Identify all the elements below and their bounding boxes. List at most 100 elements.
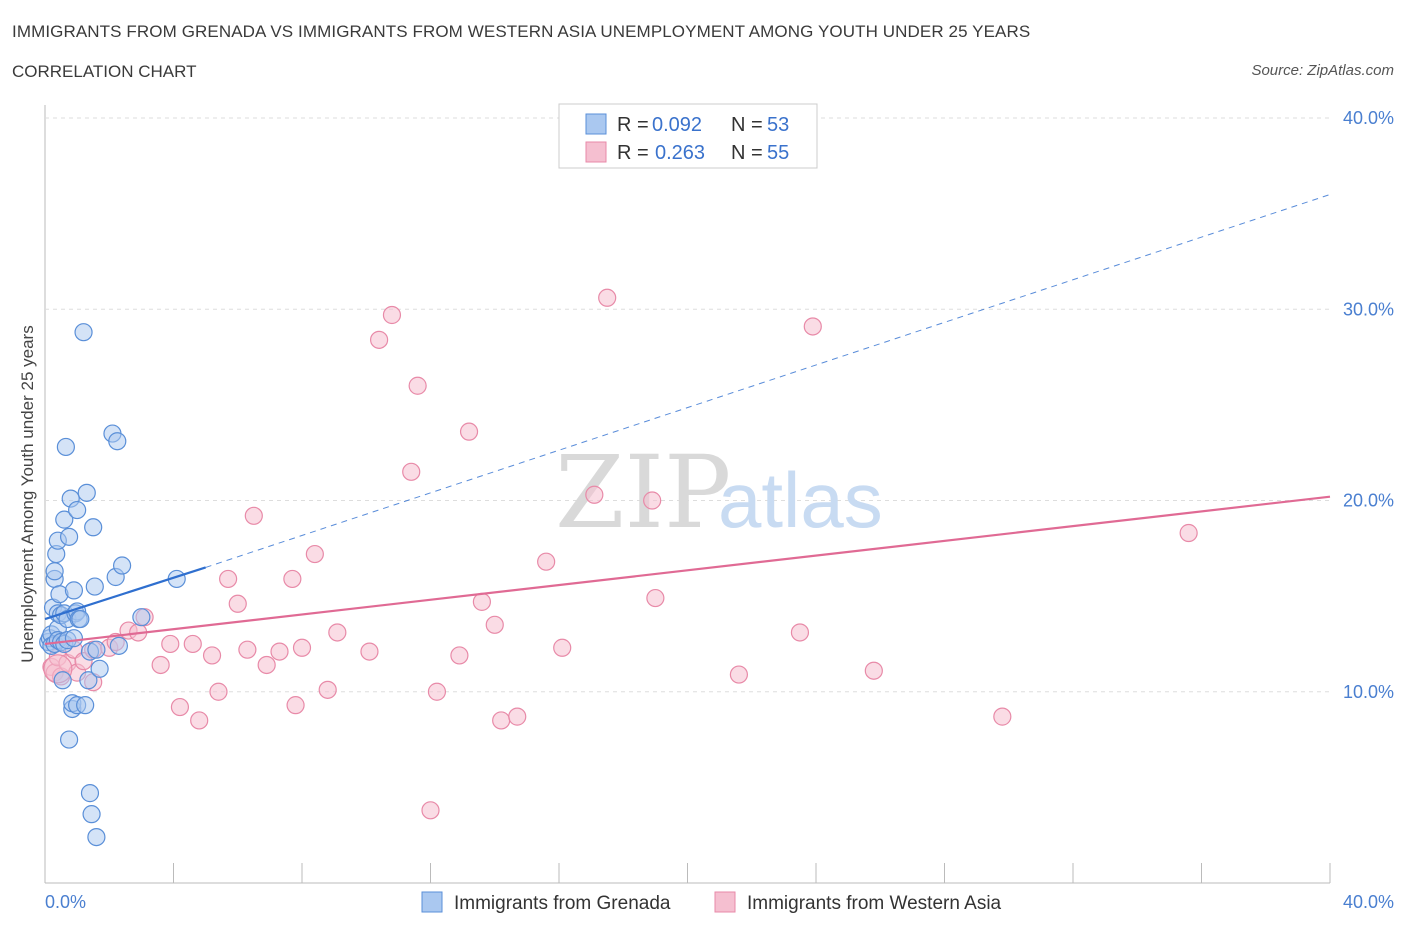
grenada-point-46 <box>87 640 106 659</box>
grenada-point-41 <box>80 784 100 803</box>
grenada-point-17 <box>55 510 74 529</box>
western-asia-point-52 <box>646 588 665 608</box>
grenada-point-53 <box>132 608 151 627</box>
western-asia-point-57 <box>993 707 1012 726</box>
western-asia-point-49 <box>585 485 604 504</box>
western-asia-point-47 <box>537 552 556 571</box>
trend-lines <box>44 194 1331 646</box>
western-asia-point-33 <box>328 623 347 642</box>
grenada-legend-swatch <box>585 113 607 135</box>
grenada-n-label: N = <box>731 114 763 136</box>
western-asia-point-28 <box>283 569 302 589</box>
western-asia-point-25 <box>238 640 257 659</box>
y-axis-tick-labels: 10.0% 20.0% 30.0% 40.0% <box>1343 108 1394 702</box>
bottom-legend-western-asia-swatch <box>714 891 736 913</box>
western-asia-point-29 <box>286 696 305 715</box>
western-asia-trend-line <box>44 495 1331 646</box>
grenada-point-45 <box>87 827 106 847</box>
grenada-point-51 <box>109 636 128 655</box>
western-asia-point-31 <box>305 544 324 564</box>
grenada-point-31 <box>68 500 87 520</box>
y-axis-title: Unemployment Among Youth under 25 years <box>18 325 37 662</box>
grenada-point-20 <box>56 437 75 457</box>
western-asia-point-39 <box>421 801 440 820</box>
grenada-point-39 <box>79 671 98 690</box>
grenada-point-50 <box>108 432 127 451</box>
grenada-point-44 <box>85 577 104 596</box>
grenada-point-35 <box>71 609 90 629</box>
stats-legend: R = 0.092 N = 53 R = 0.263 N = 55 <box>558 103 818 169</box>
y-tick-label-40: 40.0% <box>1343 108 1394 128</box>
western-asia-n-label: N = <box>731 142 763 164</box>
western-asia-point-27 <box>270 642 289 661</box>
bottom-legend-western-asia-label: Immigrants from Western Asia <box>747 893 1002 914</box>
grenada-point-42 <box>82 805 101 824</box>
western-asia-points <box>42 288 1198 820</box>
watermark-atlas: atlas <box>718 456 883 544</box>
grenada-point-37 <box>76 696 95 715</box>
western-asia-point-23 <box>228 594 247 613</box>
western-asia-point-32 <box>318 680 337 699</box>
grenada-trend-line <box>44 566 206 621</box>
bottom-legend: Immigrants from Grenada Immigrants from … <box>421 891 1002 914</box>
western-asia-point-26 <box>257 655 276 675</box>
grenada-point-43 <box>84 518 103 537</box>
western-asia-point-37 <box>402 462 421 481</box>
western-asia-point-41 <box>450 646 469 665</box>
grenada-point-6 <box>45 562 64 581</box>
western-asia-point-48 <box>553 638 572 657</box>
chart-subtitle: CORRELATION CHART <box>12 62 197 81</box>
grenada-r-value: 0.092 <box>652 114 702 136</box>
x-axis-ticks <box>44 863 1331 883</box>
western-asia-r-label: R = <box>617 142 649 164</box>
western-asia-point-56 <box>864 661 883 680</box>
grenada-r-label: R = <box>617 114 649 136</box>
grenada-point-52 <box>112 556 132 575</box>
bottom-legend-grenada-swatch <box>421 891 443 913</box>
western-asia-point-44 <box>485 615 504 634</box>
western-asia-legend-swatch <box>585 141 607 163</box>
western-asia-point-21 <box>209 682 228 701</box>
watermark-zip: ZIP <box>555 434 731 551</box>
grenada-points <box>39 323 186 847</box>
western-asia-point-45 <box>492 711 511 730</box>
western-asia-r-value: 0.263 <box>655 142 705 164</box>
chart-title: IMMIGRANTS FROM GRENADA VS IMMIGRANTS FR… <box>12 22 1031 41</box>
western-asia-point-16 <box>161 634 180 654</box>
western-asia-point-46 <box>508 707 527 726</box>
grenada-point-24 <box>59 527 79 546</box>
grenada-n-value: 53 <box>767 114 789 136</box>
western-asia-point-58 <box>1179 523 1198 543</box>
western-asia-point-50 <box>598 288 617 307</box>
western-asia-point-15 <box>151 655 170 675</box>
western-asia-point-19 <box>190 711 209 730</box>
y-tick-label-20: 20.0% <box>1343 491 1394 511</box>
western-asia-point-43 <box>472 592 491 611</box>
western-asia-n-value: 55 <box>767 142 789 164</box>
y-tick-label-30: 30.0% <box>1343 299 1394 319</box>
grenada-point-28 <box>64 581 84 600</box>
western-asia-point-17 <box>170 697 190 717</box>
source-credit: Source: ZipAtlas.com <box>1251 62 1394 79</box>
western-asia-point-34 <box>360 642 379 661</box>
western-asia-point-55 <box>803 317 822 336</box>
grenada-point-47 <box>90 659 109 678</box>
bottom-legend-grenada-label: Immigrants from Grenada <box>454 893 671 914</box>
western-asia-point-36 <box>382 305 402 325</box>
grenada-point-23 <box>59 730 79 749</box>
western-asia-point-53 <box>729 665 749 684</box>
western-asia-point-40 <box>427 682 447 701</box>
western-asia-point-42 <box>459 422 479 441</box>
grenada-point-38 <box>77 483 96 502</box>
western-asia-point-24 <box>244 506 263 525</box>
western-asia-point-51 <box>643 491 662 510</box>
y-tick-label-10: 10.0% <box>1343 682 1394 702</box>
x-tick-label-max: 40.0% <box>1343 892 1394 912</box>
western-asia-point-30 <box>292 638 312 657</box>
western-asia-point-54 <box>790 623 810 642</box>
grenada-point-29 <box>64 629 84 648</box>
grenada-point-16 <box>53 671 72 690</box>
western-asia-point-35 <box>370 330 389 349</box>
western-asia-point-18 <box>183 634 202 654</box>
